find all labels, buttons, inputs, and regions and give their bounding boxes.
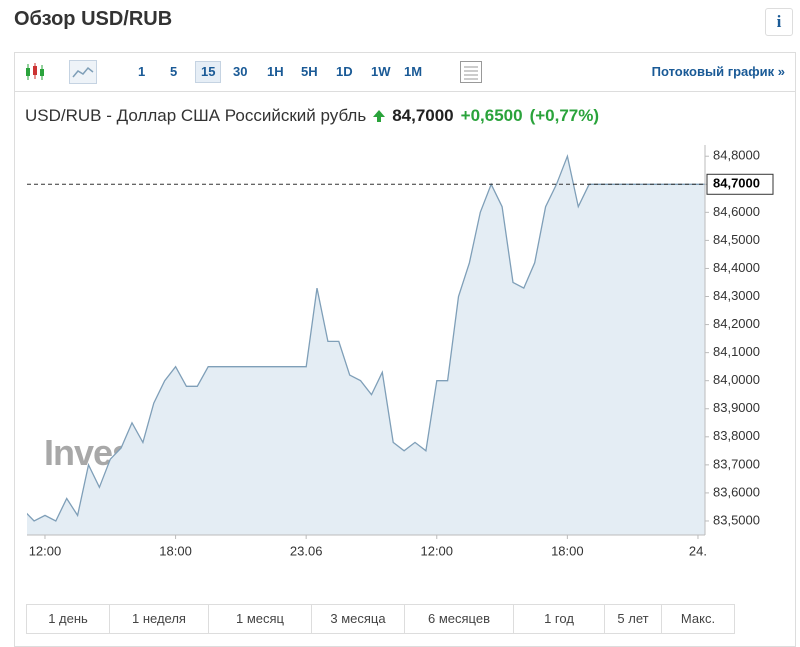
range-button[interactable]: 1 неделя xyxy=(110,605,209,633)
y-tick-label: 84,3000 xyxy=(713,288,760,303)
streaming-link[interactable]: Потоковый график » xyxy=(651,64,785,79)
y-tick-label: 84,8000 xyxy=(713,148,760,163)
candles-icon[interactable] xyxy=(23,61,49,83)
range-button[interactable]: 3 месяца xyxy=(312,605,405,633)
last-price-label: 84,7000 xyxy=(713,176,760,191)
toolbar: 1 5 15 30 1H 5H 1D 1W 1M Потоковый график » xyxy=(14,52,796,91)
y-tick-label: 83,5000 xyxy=(713,512,760,527)
y-tick-label: 84,5000 xyxy=(713,232,760,247)
range-button[interactable]: 1 месяц xyxy=(209,605,312,633)
range-button[interactable]: Макс. xyxy=(680,611,716,626)
x-tick-label: 12:00 xyxy=(29,543,62,558)
range-button[interactable]: 6 месяцев xyxy=(405,605,514,633)
range-button[interactable]: 5 лет xyxy=(605,605,662,633)
y-tick-label: 83,6000 xyxy=(713,484,760,499)
instrument-name: USD/RUB - Доллар США Российский рубль xyxy=(25,106,367,125)
page-title: Обзор USD/RUB xyxy=(14,8,173,30)
y-tick-label: 84,0000 xyxy=(713,372,760,387)
interval-button[interactable]: 1M xyxy=(404,64,423,79)
y-tick-label: 84,2000 xyxy=(713,316,760,331)
x-tick-label: 24. xyxy=(689,543,707,558)
x-tick-label: 12:00 xyxy=(420,543,453,558)
interval-button[interactable]: 1W xyxy=(371,64,391,79)
quote-line: USD/RUB - Доллар США Российский рубль 84… xyxy=(25,106,599,126)
change-percent: (+0,77%) xyxy=(529,106,600,125)
up-arrow xyxy=(373,110,386,122)
x-tick-label: 18:00 xyxy=(159,543,192,558)
y-tick-label: 83,9000 xyxy=(713,400,760,415)
y-tick-label: 84,1000 xyxy=(713,344,760,359)
x-tick-label: 18:00 xyxy=(551,543,584,558)
range-selector: 1 день 1 неделя 1 месяц 3 месяца 6 месяцев 1 … xyxy=(26,604,735,634)
x-tick-label: 23.06 xyxy=(290,543,323,558)
interval-button[interactable]: 1H xyxy=(267,64,284,79)
y-tick-label: 83,7000 xyxy=(713,456,760,471)
interval-button[interactable]: 30 xyxy=(233,64,248,79)
table-icon[interactable] xyxy=(459,60,483,84)
y-tick-label: 83,8000 xyxy=(713,428,760,443)
interval-button[interactable]: 1D xyxy=(336,64,353,79)
interval-button[interactable]: 5H xyxy=(301,64,318,79)
last-price-box xyxy=(706,173,774,195)
y-tick-label: 84,6000 xyxy=(713,204,760,219)
area-icon[interactable] xyxy=(69,60,97,84)
price: 84,7000 xyxy=(392,106,454,125)
interval-button[interactable]: 15 xyxy=(195,61,222,83)
chart-panel xyxy=(14,91,796,647)
interval-button[interactable]: 1 xyxy=(138,64,146,79)
change: +0,6500 xyxy=(460,106,523,125)
info-button[interactable]: i xyxy=(765,8,793,36)
area-fill xyxy=(27,156,705,535)
range-button[interactable]: 1 год xyxy=(514,605,605,633)
y-tick-label: 84,4000 xyxy=(713,260,760,275)
interval-button[interactable]: 5 xyxy=(170,64,178,79)
range-button[interactable]: 1 день xyxy=(27,605,110,633)
